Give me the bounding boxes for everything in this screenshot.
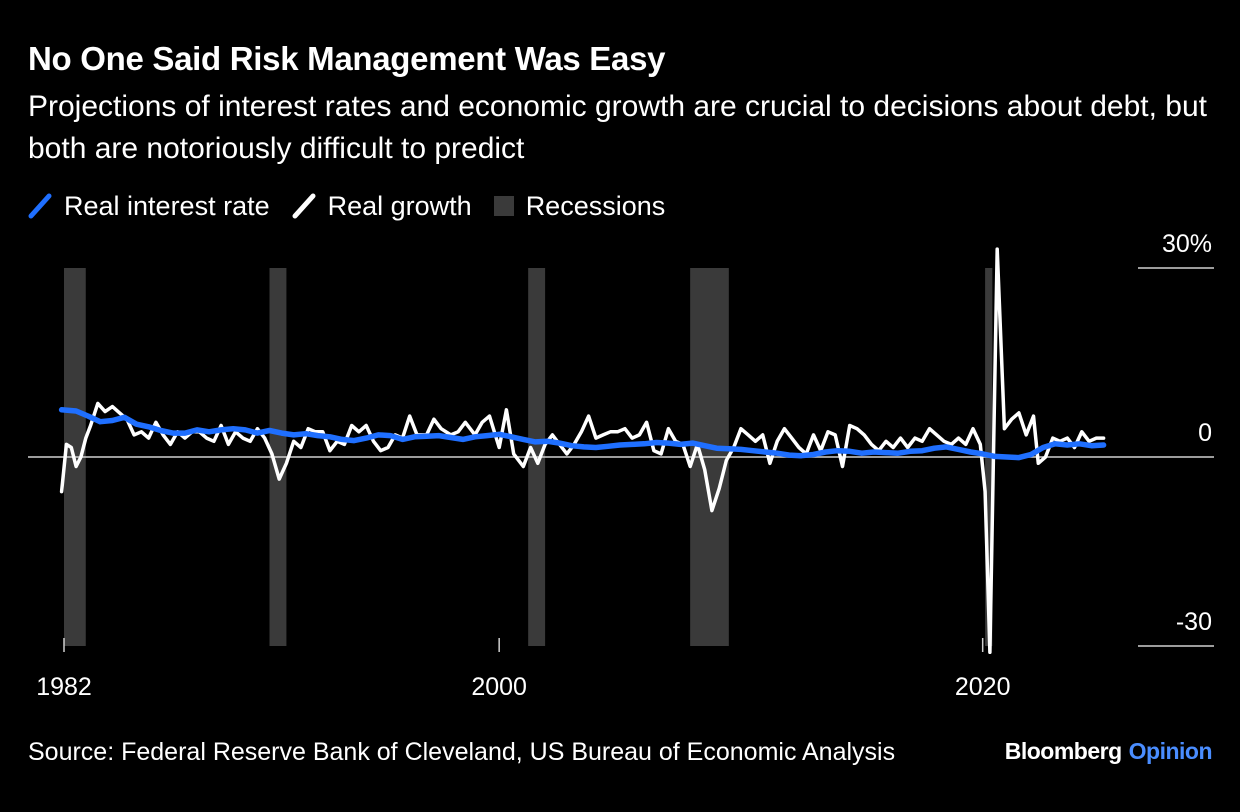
- legend: Real interest rate Real growth Recession…: [28, 189, 687, 223]
- y-tick-label-1: 0: [1198, 419, 1212, 447]
- y-tick-label-2: -30: [1176, 608, 1212, 636]
- brand-section: Opinion: [1128, 738, 1213, 764]
- chart-subtitle: Projections of interest rates and econom…: [28, 90, 1207, 165]
- gray-square-icon: [493, 196, 514, 216]
- axes: [28, 267, 1214, 652]
- white-line-icon: [292, 193, 316, 219]
- blue-line-icon: [28, 193, 52, 219]
- brand-logo: Bloomberg Opinion: [1004, 738, 1213, 765]
- legend-item-recessions: Recessions: [493, 190, 666, 222]
- series-real-growth: [59, 247, 1106, 655]
- source-note: Source: Federal Reserve Bank of Clevelan…: [28, 738, 896, 766]
- line-chart: 30% 0 -30 1982 2000 2020: [28, 230, 1214, 701]
- legend-label-recessions: Recessions: [525, 190, 666, 221]
- series-real-interest-rate: [58, 407, 1107, 461]
- legend-label-interest: Real interest rate: [64, 190, 270, 221]
- chart-title: No One Said Risk Management Was Easy: [28, 40, 666, 77]
- x-tick-label-0: 1982: [36, 673, 92, 701]
- y-tick-label-0: 30%: [1162, 230, 1212, 258]
- legend-item-growth: Real growth: [292, 191, 472, 222]
- tick-labels: 30% 0 -30 1982 2000 2020: [36, 230, 1212, 701]
- x-tick-label-1: 2000: [471, 673, 527, 701]
- legend-label-growth: Real growth: [327, 190, 472, 221]
- brand-name: Bloomberg: [1004, 738, 1122, 764]
- series-lines: [58, 247, 1107, 655]
- x-tick-label-2: 2020: [955, 673, 1011, 701]
- legend-item-interest: Real interest rate: [28, 191, 270, 222]
